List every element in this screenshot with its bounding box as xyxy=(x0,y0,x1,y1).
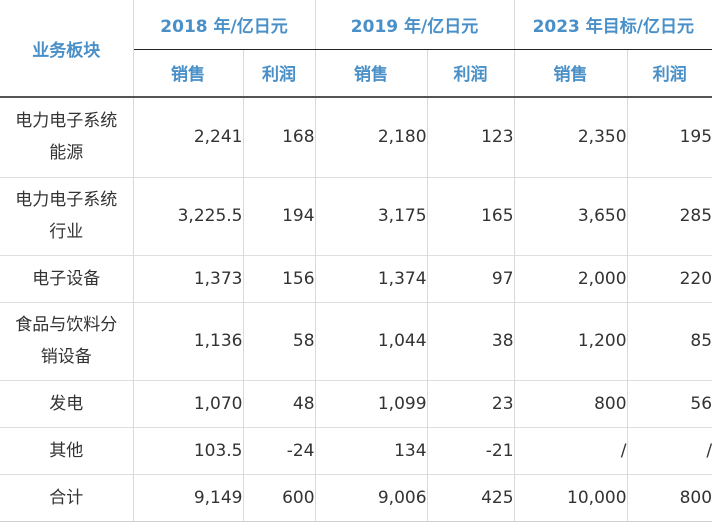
profit-cell-2018: 48 xyxy=(243,380,316,428)
sales-cell-2023-target: / xyxy=(514,427,628,475)
segment-name-cell: 食品与饮料分 销设备 xyxy=(0,302,134,381)
profit-cell-2023-target: 195 xyxy=(627,97,712,178)
year-header-2018: 2018 年/亿日元 xyxy=(133,0,316,50)
profit-header-2019: 利润 xyxy=(427,49,515,98)
segment-column-header: 业务板块 xyxy=(0,0,134,98)
sales-header-2023-target: 销售 xyxy=(514,49,628,98)
segment-name-line: 发电 xyxy=(49,393,84,414)
profit-cell-2023-target: 220 xyxy=(627,255,712,303)
segment-name-cell: 电力电子系统 行业 xyxy=(0,177,134,256)
segment-name-line: 合计 xyxy=(49,487,84,508)
segment-name-line: 电力电子系统 xyxy=(15,190,118,210)
profit-cell-2023-target: 285 xyxy=(627,177,712,256)
profit-cell-2019: 425 xyxy=(427,474,515,522)
segment-name-cell: 合计 xyxy=(0,474,134,522)
profit-cell-2018: -24 xyxy=(243,427,316,475)
segment-name-line: 其他 xyxy=(49,440,84,461)
sales-cell-2019: 1,044 xyxy=(315,302,428,381)
profit-cell-2018: 194 xyxy=(243,177,316,256)
segment-name-cell: 电子设备 xyxy=(0,255,134,303)
sales-header-2018: 销售 xyxy=(133,49,244,98)
table-row: 电力电子系统 行业 3,225.5 194 3,175 165 3,650 28… xyxy=(0,177,712,256)
sales-cell-2019: 9,006 xyxy=(315,474,428,522)
year-header-row: 业务板块 2018 年/亿日元 2019 年/亿日元 2023 年目标/亿日元 xyxy=(0,0,712,98)
table-row: 电子设备 1,373 156 1,374 97 2,000 220 xyxy=(0,255,712,303)
sales-cell-2019: 1,099 xyxy=(315,380,428,428)
segment-name-line: 电子设备 xyxy=(32,268,101,289)
profit-header-2023-target: 利润 xyxy=(627,49,712,98)
profit-cell-2018: 156 xyxy=(243,255,316,303)
sales-cell-2019: 3,175 xyxy=(315,177,428,256)
segment-name-line: 销设备 xyxy=(40,347,92,367)
table-row: 食品与饮料分 销设备 1,136 58 1,044 38 1,200 85 xyxy=(0,302,712,381)
profit-cell-2019: 165 xyxy=(427,177,515,256)
sales-header-2019: 销售 xyxy=(315,49,428,98)
sales-cell-2023-target: 2,000 xyxy=(514,255,628,303)
profit-cell-2018: 168 xyxy=(243,97,316,178)
profit-header-2018: 利润 xyxy=(243,49,316,98)
year-header-2019: 2019 年/亿日元 xyxy=(315,0,515,50)
sales-cell-2018: 103.5 xyxy=(133,427,244,475)
profit-cell-2019: 123 xyxy=(427,97,515,178)
sales-cell-2023-target: 2,350 xyxy=(514,97,628,178)
sales-cell-2023-target: 1,200 xyxy=(514,302,628,381)
profit-cell-2018: 600 xyxy=(243,474,316,522)
profit-cell-2019: -21 xyxy=(427,427,515,475)
year-header-2023-target: 2023 年目标/亿日元 xyxy=(514,0,712,50)
segment-name-line: 电力电子系统 xyxy=(15,111,118,132)
table-row: 电力电子系统 能源 2,241 168 2,180 123 2,350 195 xyxy=(0,97,712,178)
segment-name-cell: 发电 xyxy=(0,380,134,428)
total-row: 合计 9,149 600 9,006 425 10,000 800 xyxy=(0,474,712,522)
metric-header-row: 销售 利润 销售 利润 销售 利润 xyxy=(0,49,712,98)
sales-cell-2019: 134 xyxy=(315,427,428,475)
table-row: 其他 103.5 -24 134 -21 / / xyxy=(0,427,712,475)
profit-cell-2023-target: / xyxy=(627,427,712,475)
segment-name-cell: 电力电子系统 能源 xyxy=(0,97,134,178)
sales-cell-2018: 9,149 xyxy=(133,474,244,522)
segment-name-line: 食品与饮料分 xyxy=(15,315,118,335)
sales-cell-2023-target: 10,000 xyxy=(514,474,628,522)
sales-cell-2018: 2,241 xyxy=(133,97,244,178)
sales-cell-2019: 1,374 xyxy=(315,255,428,303)
profit-cell-2023-target: 800 xyxy=(627,474,712,522)
segment-name-line: 能源 xyxy=(49,143,84,164)
profit-cell-2023-target: 85 xyxy=(627,302,712,381)
sales-cell-2019: 2,180 xyxy=(315,97,428,178)
profit-cell-2019: 23 xyxy=(427,380,515,428)
sales-cell-2018: 1,373 xyxy=(133,255,244,303)
segment-name-cell: 其他 xyxy=(0,427,134,475)
profit-cell-2023-target: 56 xyxy=(627,380,712,428)
table-row: 发电 1,070 48 1,099 23 800 56 xyxy=(0,380,712,428)
profit-cell-2019: 38 xyxy=(427,302,515,381)
sales-cell-2023-target: 800 xyxy=(514,380,628,428)
sales-cell-2023-target: 3,650 xyxy=(514,177,628,256)
profit-cell-2019: 97 xyxy=(427,255,515,303)
sales-cell-2018: 3,225.5 xyxy=(133,177,244,256)
sales-cell-2018: 1,136 xyxy=(133,302,244,381)
segment-name-line: 行业 xyxy=(49,222,84,242)
sales-cell-2018: 1,070 xyxy=(133,380,244,428)
profit-cell-2018: 58 xyxy=(243,302,316,381)
